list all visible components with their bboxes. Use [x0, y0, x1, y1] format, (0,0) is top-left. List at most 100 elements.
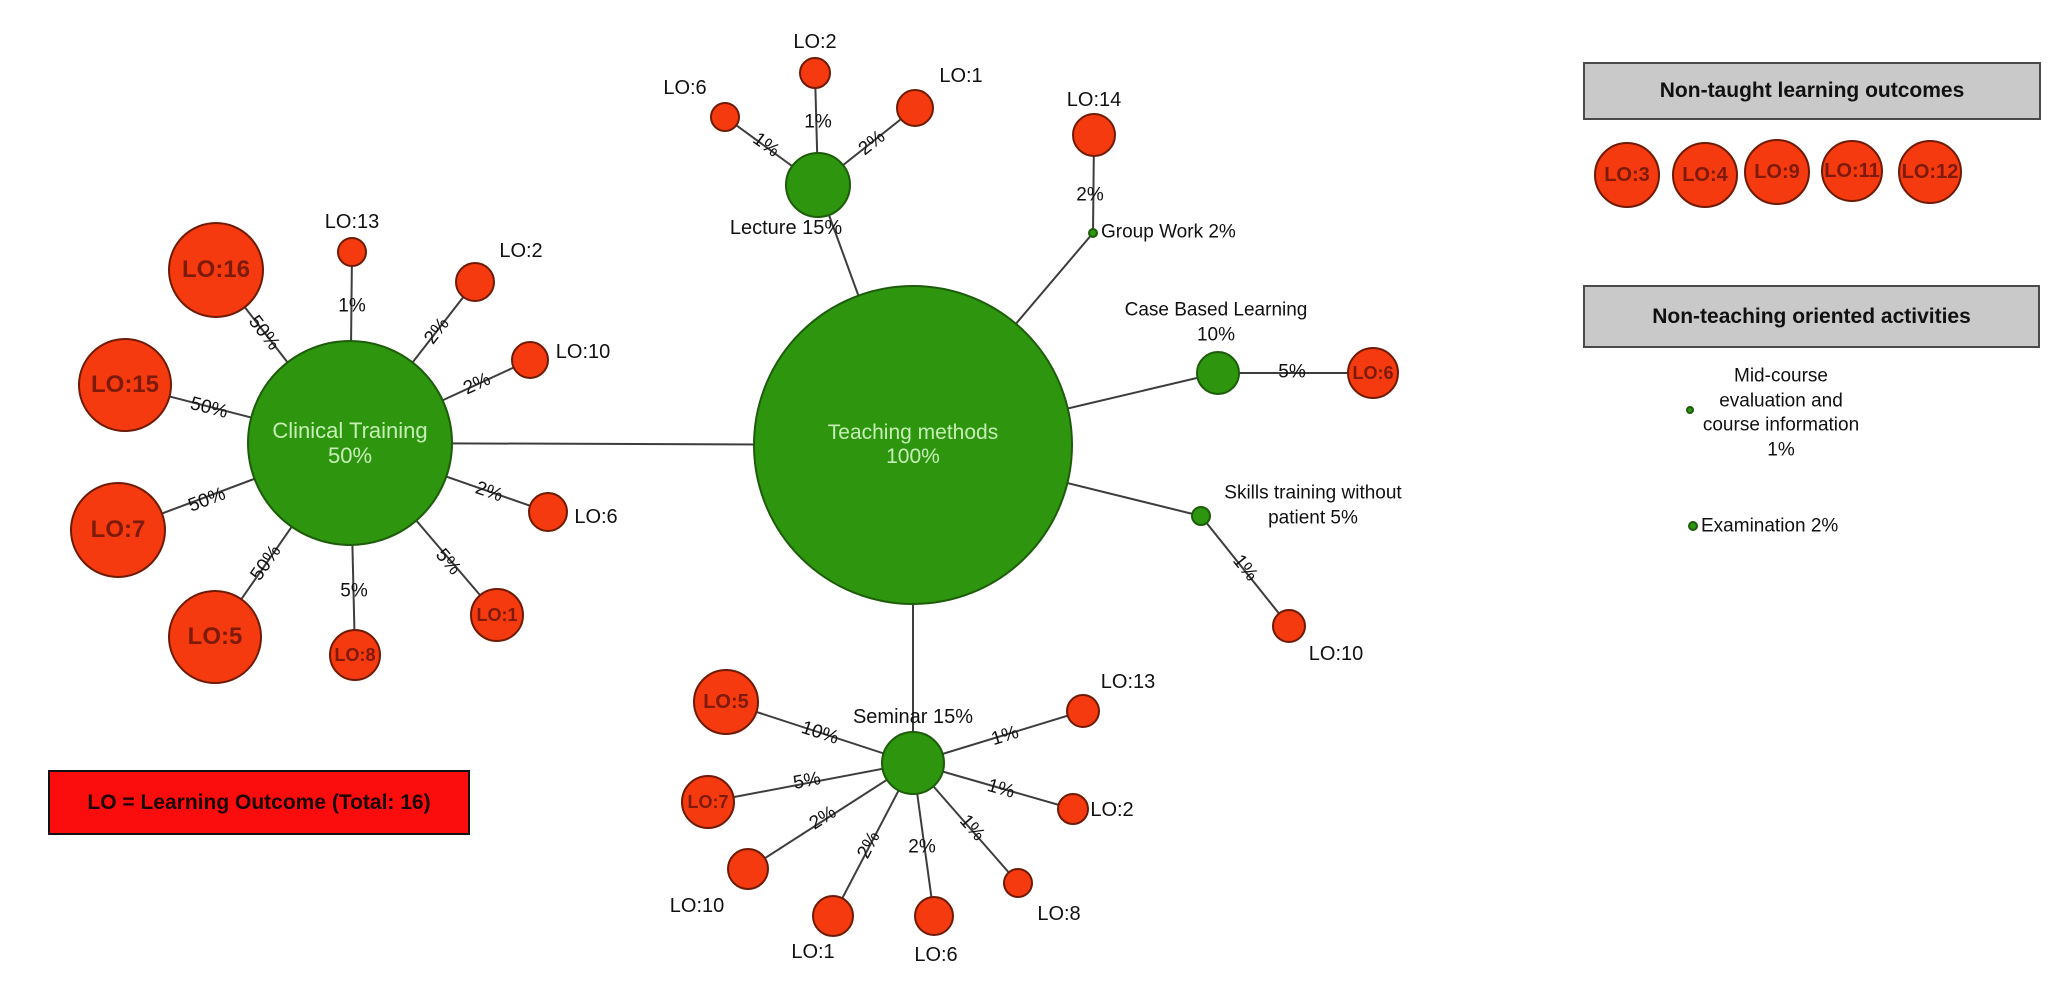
node-nt-lo-3: LO:3	[1594, 142, 1660, 208]
node-label-clinical: Clinical Training 50%	[272, 417, 428, 468]
node-label-lo14: LO:14	[1066, 89, 1122, 111]
edge-label-clinical-cl_lo5: 50%	[246, 541, 286, 585]
node-lec_lo2	[799, 57, 831, 89]
node-sem_lo8	[1003, 868, 1033, 898]
node-cl_lo15: LO:15	[78, 338, 172, 432]
edge-label-seminar-sem_lo1: 2%	[853, 827, 885, 863]
node-label-sem_lo1: LO:1	[791, 941, 835, 963]
edge-label-lecture-lec_lo2: 1%	[804, 111, 832, 133]
node-sem_lo2	[1057, 793, 1089, 825]
node-label-sem_lo6: LO:6	[914, 944, 958, 966]
node-activity-dot-0	[1686, 406, 1694, 414]
node-label-sem_lo5: LO:5	[703, 690, 749, 713]
node-cl_lo5: LO:5	[168, 590, 262, 684]
node-nt-lo-11: LO:11	[1821, 140, 1883, 202]
edge-label-seminar-sem_lo5: 10%	[798, 717, 842, 749]
node-label-cl_lo10: LO:10	[555, 341, 611, 363]
node-label-sem_lo2: LO:2	[1090, 799, 1134, 821]
node-sem_lo6	[914, 896, 954, 936]
edge-label-seminar-sem_lo10: 2%	[805, 801, 841, 835]
edge-label-seminar-sem_lo7: 5%	[791, 768, 823, 794]
node-label-lec_lo1: LO:1	[939, 65, 983, 87]
non-teaching-header-text: Non-teaching oriented activities	[1652, 304, 1971, 328]
node-label-nt-lo-12: LO:12	[1901, 160, 1959, 183]
node-cl_lo1: LO:1	[470, 588, 524, 642]
edge-label-skills-sk_lo10: 1%	[1228, 550, 1262, 586]
node-label-teaching: Teaching methods 100%	[827, 420, 999, 468]
node-nt-lo-9: LO:9	[1744, 139, 1810, 205]
edge-label-lecture-lec_lo6: 1%	[748, 128, 784, 162]
node-sem_lo7: LO:7	[681, 775, 735, 829]
node-label-nt-lo-11: LO:11	[1824, 159, 1880, 182]
node-cl_lo2	[455, 262, 495, 302]
node-label-nt-lo-9: LO:9	[1754, 160, 1800, 183]
node-cl_lo10	[511, 341, 549, 379]
node-label-cbl: Case Based Learning 10%	[1124, 299, 1308, 345]
edge-skills-sk_lo10	[1200, 515, 1290, 627]
edge-label-seminar-sem_lo6: 2%	[908, 836, 936, 858]
node-cbl_lo6: LO:6	[1347, 347, 1399, 399]
node-clinical: Clinical Training 50%	[247, 340, 453, 546]
node-label-activity-dot-1: Examination 2%	[1701, 515, 1839, 537]
node-label-sem_lo8: LO:8	[1037, 903, 1081, 925]
edge-label-clinical-cl_lo15: 50%	[187, 393, 231, 423]
node-cl_lo13	[337, 237, 367, 267]
node-sem_lo13	[1066, 694, 1100, 728]
node-label-cl_lo15: LO:15	[90, 371, 159, 399]
node-sk_lo10	[1272, 609, 1306, 643]
node-teaching: Teaching methods 100%	[753, 285, 1073, 605]
edge-label-clinical-cl_lo16: 50%	[244, 311, 284, 355]
node-label-nt-lo-4: LO:4	[1682, 163, 1728, 186]
node-label-sem_lo13: LO:13	[1100, 671, 1156, 693]
edge-label-clinical-cl_lo2: 2%	[420, 313, 454, 349]
node-seminar	[881, 731, 945, 795]
edge-label-seminar-sem_lo2: 1%	[984, 775, 1018, 803]
edge-label-clinical-cl_lo10: 2%	[460, 368, 494, 400]
node-label-cl_lo13: LO:13	[324, 211, 380, 233]
node-label-cbl_lo6: LO:6	[1352, 362, 1394, 383]
node-label-sem_lo7: LO:7	[687, 791, 729, 812]
node-cl_lo16: LO:16	[168, 222, 264, 318]
edge-label-clinical-cl_lo7: 50%	[185, 483, 229, 517]
node-nt-lo-4: LO:4	[1672, 142, 1738, 208]
node-label-cl_lo6: LO:6	[574, 506, 618, 528]
node-nt-lo-12: LO:12	[1898, 140, 1962, 204]
node-label-groupwork: Group Work 2%	[1101, 221, 1236, 243]
node-label-seminar: Seminar 15%	[852, 706, 974, 728]
edge-label-clinical-cl_lo8: 5%	[340, 580, 368, 602]
node-sem_lo10	[727, 848, 769, 890]
edge-label-cbl-cbl_lo6: 5%	[1278, 361, 1306, 383]
node-lec_lo6	[710, 102, 740, 132]
node-lo14	[1072, 113, 1116, 157]
node-cl_lo6	[528, 492, 568, 532]
node-lec_lo1	[896, 89, 934, 127]
edge-label-seminar-sem_lo8: 1%	[955, 810, 989, 846]
node-label-nt-lo-3: LO:3	[1604, 163, 1650, 186]
node-label-cl_lo5: LO:5	[187, 623, 243, 651]
node-label-cl_lo16: LO:16	[181, 256, 250, 284]
edge-label-lecture-lec_lo1: 2%	[854, 126, 890, 160]
non-teaching-header: Non-teaching oriented activities	[1583, 285, 2040, 348]
edge-label-groupwork-lo14: 2%	[1076, 184, 1104, 206]
node-label-lec_lo2: LO:2	[793, 31, 837, 53]
node-label-cl_lo2: LO:2	[499, 240, 543, 262]
node-label-lecture: Lecture 15%	[729, 217, 843, 239]
edge-label-clinical-cl_lo13: 1%	[338, 295, 366, 317]
node-skills	[1191, 506, 1211, 526]
node-sem_lo5: LO:5	[693, 669, 759, 735]
edge-label-clinical-cl_lo6: 2%	[472, 477, 506, 507]
lo-legend-box: LO = Learning Outcome (Total: 16)	[48, 770, 470, 835]
node-label-skills: Skills training without patient 5%	[1224, 482, 1402, 528]
non-taught-header: Non-taught learning outcomes	[1583, 62, 2041, 120]
edge-label-seminar-sem_lo13: 1%	[988, 721, 1022, 751]
node-label-sk_lo10: LO:10	[1308, 643, 1364, 665]
lo-legend-text: LO = Learning Outcome (Total: 16)	[87, 790, 431, 814]
non-taught-header-text: Non-taught learning outcomes	[1659, 79, 1965, 102]
node-lecture	[785, 152, 851, 218]
node-cbl	[1196, 351, 1240, 395]
node-label-activity-dot-0: Mid-course evaluation and course informa…	[1702, 365, 1860, 461]
edge-seminar-sem_lo7	[707, 762, 914, 803]
node-label-lec_lo6: LO:6	[663, 77, 707, 99]
node-cl_lo8: LO:8	[329, 629, 381, 681]
